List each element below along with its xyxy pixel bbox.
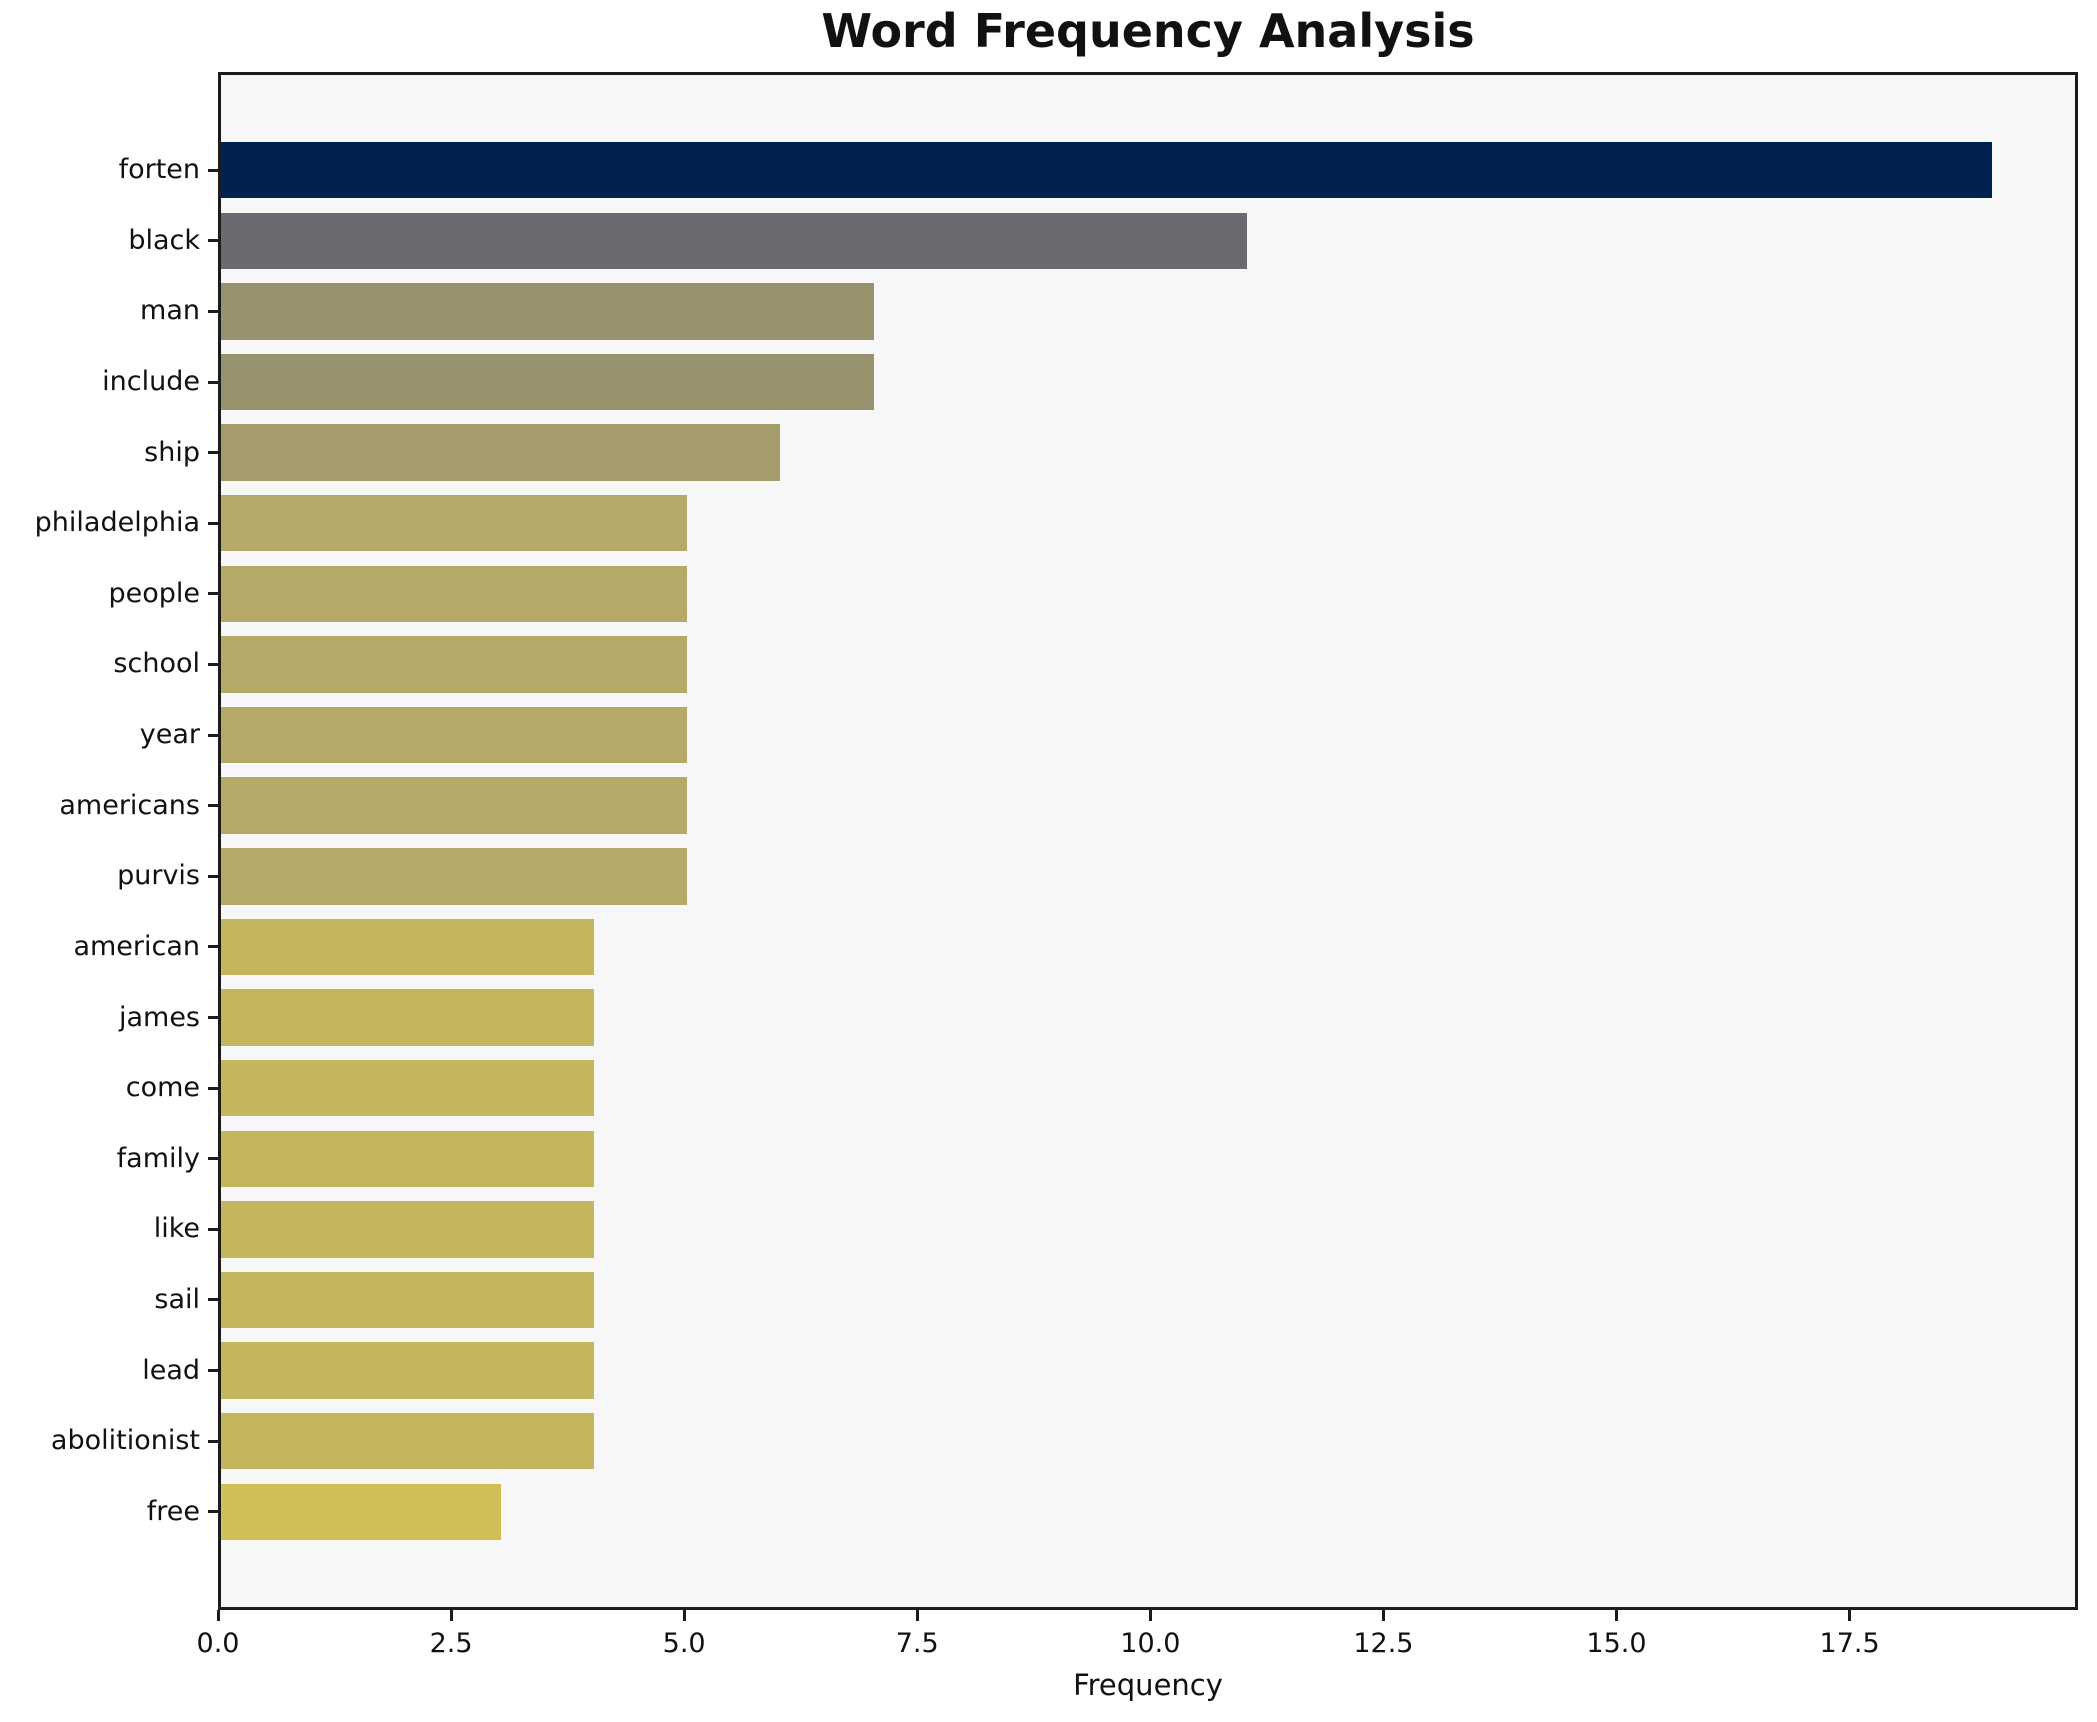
bar-people xyxy=(221,565,688,623)
bar-abolitionist xyxy=(221,1412,594,1470)
y-tick xyxy=(208,1016,218,1020)
x-tick xyxy=(682,1610,686,1621)
bar-school xyxy=(221,636,688,693)
bar-black xyxy=(221,212,1247,269)
y-tick-label-include: include xyxy=(102,366,200,397)
x-tick-label-15.0: 15.0 xyxy=(1586,1628,1647,1659)
y-tick xyxy=(208,1157,218,1161)
y-tick xyxy=(208,662,218,666)
y-tick xyxy=(208,1086,218,1090)
y-tick xyxy=(208,380,218,384)
y-tick xyxy=(208,1510,218,1514)
x-tick-label-12.5: 12.5 xyxy=(1353,1628,1414,1659)
y-tick xyxy=(208,874,218,878)
y-tick xyxy=(208,945,218,949)
y-tick-label-school: school xyxy=(113,648,200,680)
y-tick-label-american: american xyxy=(73,930,200,962)
y-tick-label-forten: forten xyxy=(118,154,200,186)
x-tick xyxy=(216,1610,220,1621)
y-tick xyxy=(208,451,218,455)
y-tick xyxy=(208,1227,218,1231)
bar-james xyxy=(221,989,594,1046)
x-tick xyxy=(449,1610,453,1621)
x-tick xyxy=(1148,1610,1152,1621)
y-tick xyxy=(208,1439,218,1443)
y-tick xyxy=(208,733,218,737)
y-tick xyxy=(208,239,218,243)
x-tick xyxy=(915,1610,919,1621)
bar-man xyxy=(221,283,874,340)
x-tick-label-7.5: 7.5 xyxy=(895,1628,939,1659)
bar-lead xyxy=(221,1342,594,1399)
bar-purvis xyxy=(221,848,688,905)
bar-americans xyxy=(221,777,688,834)
bar-free xyxy=(221,1483,501,1541)
x-tick-label-2.5: 2.5 xyxy=(429,1628,473,1659)
x-tick-label-0.0: 0.0 xyxy=(196,1628,240,1659)
x-tick-label-5.0: 5.0 xyxy=(662,1628,706,1659)
y-tick xyxy=(208,309,218,313)
y-tick-label-black: black xyxy=(128,224,200,256)
y-tick-label-purvis: purvis xyxy=(117,860,200,892)
bar-ship xyxy=(221,424,781,481)
y-tick xyxy=(208,592,218,596)
bar-forten xyxy=(221,141,1993,199)
y-tick xyxy=(208,521,218,525)
bar-sail xyxy=(221,1271,594,1329)
plot-area xyxy=(218,72,2078,1610)
y-tick-label-americans: americans xyxy=(59,789,200,821)
y-tick-label-sail: sail xyxy=(154,1283,200,1315)
y-tick-label-man: man xyxy=(140,295,200,327)
y-tick-label-philadelphia: philadelphia xyxy=(34,507,200,539)
x-tick xyxy=(1614,1610,1618,1621)
chart-title: Word Frequency Analysis xyxy=(821,4,1475,58)
y-tick-label-people: people xyxy=(108,577,200,609)
y-tick xyxy=(208,1298,218,1302)
bar-family xyxy=(221,1130,594,1187)
bar-philadelphia xyxy=(221,494,688,552)
x-tick-label-17.5: 17.5 xyxy=(1819,1628,1880,1659)
y-tick xyxy=(208,168,218,172)
y-tick-label-free: free xyxy=(146,1495,200,1527)
y-tick-label-come: come xyxy=(125,1072,200,1104)
bar-include xyxy=(221,353,874,411)
x-tick xyxy=(1848,1610,1852,1621)
y-tick-label-like: like xyxy=(153,1213,200,1245)
x-tick-label-10.0: 10.0 xyxy=(1120,1628,1181,1659)
y-tick-label-james: james xyxy=(118,1001,200,1033)
y-tick-label-year: year xyxy=(139,719,200,751)
bar-come xyxy=(221,1059,594,1117)
y-tick-label-ship: ship xyxy=(144,436,200,468)
bar-like xyxy=(221,1201,594,1258)
y-tick-label-abolitionist: abolitionist xyxy=(50,1425,200,1457)
x-tick xyxy=(1381,1610,1385,1621)
bar-american xyxy=(221,918,594,976)
y-tick xyxy=(208,1369,218,1373)
bar-year xyxy=(221,706,688,764)
x-axis-label: Frequency xyxy=(1073,1668,1223,1702)
y-tick xyxy=(208,804,218,808)
y-tick-label-family: family xyxy=(116,1142,200,1174)
y-tick-label-lead: lead xyxy=(142,1354,200,1386)
